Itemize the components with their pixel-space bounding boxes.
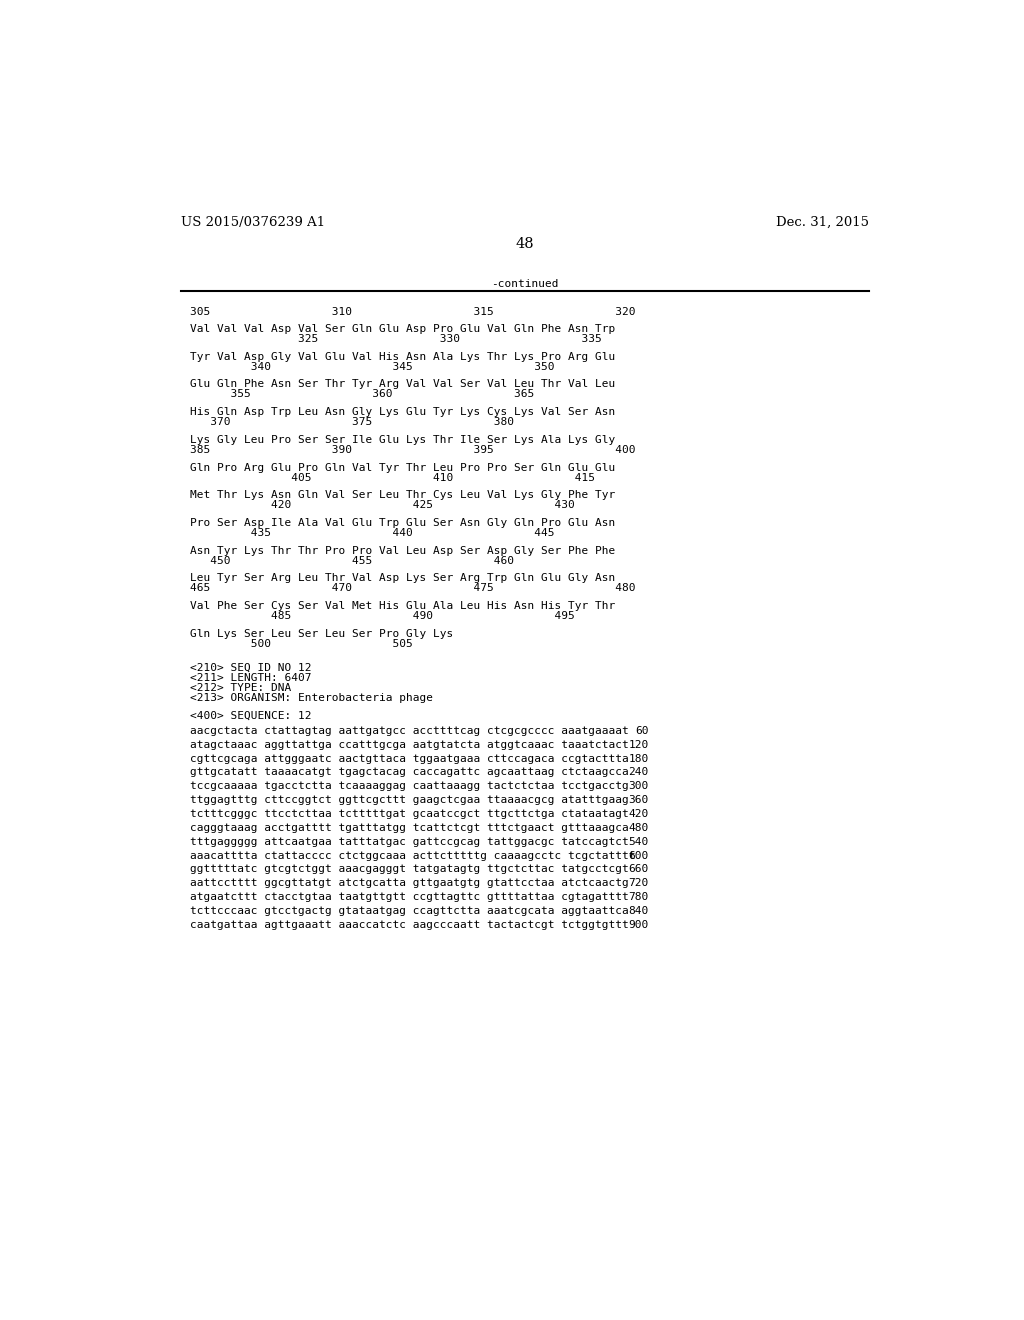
Text: 325                  330                  335: 325 330 335 (190, 334, 602, 345)
Text: 485                  490                  495: 485 490 495 (190, 611, 574, 622)
Text: caatgattaa agttgaaatt aaaccatctc aagcccaatt tactactcgt tctggtgttt: caatgattaa agttgaaatt aaaccatctc aagccca… (190, 920, 629, 929)
Text: 385                  390                  395                  400: 385 390 395 400 (190, 445, 636, 455)
Text: 180: 180 (629, 754, 649, 763)
Text: 420: 420 (629, 809, 649, 818)
Text: 48: 48 (515, 238, 535, 251)
Text: 420                  425                  430: 420 425 430 (190, 500, 574, 511)
Text: 450                  455                  460: 450 455 460 (190, 556, 514, 566)
Text: Tyr Val Asp Gly Val Glu Val His Asn Ala Lys Thr Lys Pro Arg Glu: Tyr Val Asp Gly Val Glu Val His Asn Ala … (190, 351, 615, 362)
Text: 300: 300 (629, 781, 649, 791)
Text: 720: 720 (629, 878, 649, 888)
Text: ggtttttatc gtcgtctggt aaacgagggt tatgatagtg ttgctcttac tatgcctcgt: ggtttttatc gtcgtctggt aaacgagggt tatgata… (190, 865, 629, 874)
Text: atgaatcttt ctacctgtaa taatgttgtt ccgttagttc gttttattaa cgtagatttt: atgaatcttt ctacctgtaa taatgttgtt ccgttag… (190, 892, 629, 902)
Text: <400> SEQUENCE: 12: <400> SEQUENCE: 12 (190, 710, 311, 721)
Text: <213> ORGANISM: Enterobacteria phage: <213> ORGANISM: Enterobacteria phage (190, 693, 433, 702)
Text: Pro Ser Asp Ile Ala Val Glu Trp Glu Ser Asn Gly Gln Pro Glu Asn: Pro Ser Asp Ile Ala Val Glu Trp Glu Ser … (190, 517, 615, 528)
Text: 340                  345                  350: 340 345 350 (190, 362, 555, 372)
Text: 840: 840 (629, 906, 649, 916)
Text: Dec. 31, 2015: Dec. 31, 2015 (776, 216, 869, 230)
Text: <211> LENGTH: 6407: <211> LENGTH: 6407 (190, 673, 311, 682)
Text: 355                  360                  365: 355 360 365 (190, 389, 535, 400)
Text: 435                  440                  445: 435 440 445 (190, 528, 555, 539)
Text: tccgcaaaaa tgacctctta tcaaaaggag caattaaagg tactctctaa tcctgacctg: tccgcaaaaa tgacctctta tcaaaaggag caattaa… (190, 781, 629, 791)
Text: tttgaggggg attcaatgaa tatttatgac gattccgcag tattggacgc tatccagtct: tttgaggggg attcaatgaa tatttatgac gattccg… (190, 837, 629, 846)
Text: Gln Lys Ser Leu Ser Leu Ser Pro Gly Lys: Gln Lys Ser Leu Ser Leu Ser Pro Gly Lys (190, 628, 454, 639)
Text: Met Thr Lys Asn Gln Val Ser Leu Thr Cys Leu Val Lys Gly Phe Tyr: Met Thr Lys Asn Gln Val Ser Leu Thr Cys … (190, 490, 615, 500)
Text: ttggagtttg cttccggtct ggttcgcttt gaagctcgaa ttaaaacgcg atatttgaag: ttggagtttg cttccggtct ggttcgcttt gaagctc… (190, 795, 629, 805)
Text: 900: 900 (629, 920, 649, 929)
Text: 370                  375                  380: 370 375 380 (190, 417, 514, 428)
Text: 240: 240 (629, 767, 649, 777)
Text: Glu Gln Phe Asn Ser Thr Tyr Arg Val Val Ser Val Leu Thr Val Leu: Glu Gln Phe Asn Ser Thr Tyr Arg Val Val … (190, 379, 615, 389)
Text: aattcctttt ggcgttatgt atctgcatta gttgaatgtg gtattcctaa atctcaactg: aattcctttt ggcgttatgt atctgcatta gttgaat… (190, 878, 629, 888)
Text: 600: 600 (629, 850, 649, 861)
Text: <210> SEQ ID NO 12: <210> SEQ ID NO 12 (190, 663, 311, 673)
Text: <212> TYPE: DNA: <212> TYPE: DNA (190, 682, 291, 693)
Text: 305                  310                  315                  320: 305 310 315 320 (190, 308, 636, 317)
Text: cgttcgcaga attgggaatc aactgttaca tggaatgaaa cttccagaca ccgtacttta: cgttcgcaga attgggaatc aactgttaca tggaatg… (190, 754, 629, 763)
Text: 120: 120 (629, 739, 649, 750)
Text: aacgctacta ctattagtag aattgatgcc accttttcag ctcgcgcccc aaatgaaaat: aacgctacta ctattagtag aattgatgcc acctttt… (190, 726, 629, 735)
Text: 480: 480 (629, 822, 649, 833)
Text: 465                  470                  475                  480: 465 470 475 480 (190, 583, 636, 594)
Text: -continued: -continued (492, 280, 558, 289)
Text: Asn Tyr Lys Thr Thr Pro Pro Val Leu Asp Ser Asp Gly Ser Phe Phe: Asn Tyr Lys Thr Thr Pro Pro Val Leu Asp … (190, 545, 615, 556)
Text: US 2015/0376239 A1: US 2015/0376239 A1 (180, 216, 325, 230)
Text: tcttcccaac gtcctgactg gtataatgag ccagttctta aaatcgcata aggtaattca: tcttcccaac gtcctgactg gtataatgag ccagttc… (190, 906, 629, 916)
Text: atagctaaac aggttattga ccatttgcga aatgtatcta atggtcaaac taaatctact: atagctaaac aggttattga ccatttgcga aatgtat… (190, 739, 629, 750)
Text: cagggtaaag acctgatttt tgatttatgg tcattctcgt tttctgaact gtttaaagca: cagggtaaag acctgatttt tgatttatgg tcattct… (190, 822, 629, 833)
Text: His Gln Asp Trp Leu Asn Gly Lys Glu Tyr Lys Cys Lys Val Ser Asn: His Gln Asp Trp Leu Asn Gly Lys Glu Tyr … (190, 407, 615, 417)
Text: 360: 360 (629, 795, 649, 805)
Text: 540: 540 (629, 837, 649, 846)
Text: 405                  410                  415: 405 410 415 (190, 473, 595, 483)
Text: 780: 780 (629, 892, 649, 902)
Text: 500                  505: 500 505 (190, 639, 413, 649)
Text: 660: 660 (629, 865, 649, 874)
Text: Leu Tyr Ser Arg Leu Thr Val Asp Lys Ser Arg Trp Gln Glu Gly Asn: Leu Tyr Ser Arg Leu Thr Val Asp Lys Ser … (190, 573, 615, 583)
Text: tctttcgggc ttcctcttaa tctttttgat gcaatccgct ttgcttctga ctataatagt: tctttcgggc ttcctcttaa tctttttgat gcaatcc… (190, 809, 629, 818)
Text: aaacatttta ctattacccc ctctggcaaa acttctttttg caaaagcctc tcgctatttt: aaacatttta ctattacccc ctctggcaaa acttctt… (190, 850, 636, 861)
Text: Gln Pro Arg Glu Pro Gln Val Tyr Thr Leu Pro Pro Ser Gln Glu Glu: Gln Pro Arg Glu Pro Gln Val Tyr Thr Leu … (190, 462, 615, 473)
Text: Lys Gly Leu Pro Ser Ser Ile Glu Lys Thr Ile Ser Lys Ala Lys Gly: Lys Gly Leu Pro Ser Ser Ile Glu Lys Thr … (190, 434, 615, 445)
Text: 60: 60 (635, 726, 649, 735)
Text: Val Phe Ser Cys Ser Val Met His Glu Ala Leu His Asn His Tyr Thr: Val Phe Ser Cys Ser Val Met His Glu Ala … (190, 601, 615, 611)
Text: Val Val Val Asp Val Ser Gln Glu Asp Pro Glu Val Gln Phe Asn Trp: Val Val Val Asp Val Ser Gln Glu Asp Pro … (190, 323, 615, 334)
Text: gttgcatatt taaaacatgt tgagctacag caccagattc agcaattaag ctctaagcca: gttgcatatt taaaacatgt tgagctacag caccaga… (190, 767, 629, 777)
